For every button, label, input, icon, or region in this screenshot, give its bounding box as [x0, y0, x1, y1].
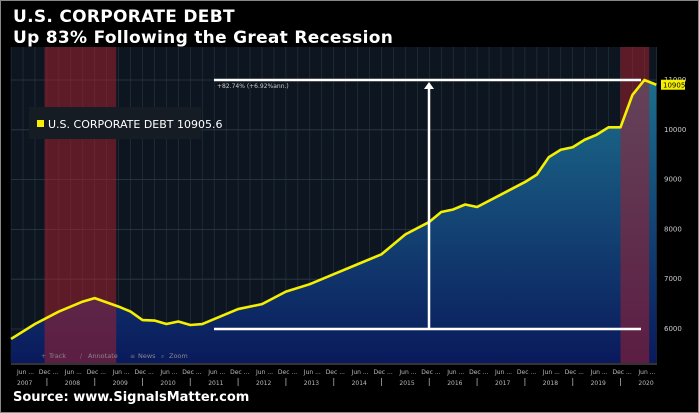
x-tick-year: 2009	[113, 380, 128, 387]
toolbar-zoom-button[interactable]: Zoom	[169, 352, 188, 360]
x-tick-month: Jun ...	[112, 369, 130, 376]
x-tick-year: 2014	[352, 380, 367, 387]
x-tick-year: 2015	[399, 380, 414, 387]
x-tick-year: 2007	[17, 380, 32, 387]
x-tick-month: Jun ...	[351, 369, 369, 376]
toolbar-icon-track: +	[41, 353, 46, 360]
legend-label: U.S. CORPORATE DEBT 10905.6	[48, 118, 223, 131]
x-tick-month: Jun ...	[637, 369, 655, 376]
area-fill	[11, 80, 657, 363]
x-tick-month: Dec ...	[230, 369, 249, 376]
x-tick-month: Dec ...	[565, 369, 584, 376]
toolbar-annotate-button[interactable]: Annotate	[88, 352, 118, 360]
x-tick-month: Dec ...	[421, 369, 440, 376]
x-tick-month: Jun ...	[398, 369, 416, 376]
x-tick-month: Jun ...	[255, 369, 273, 376]
x-tick-month: Jun ...	[542, 369, 560, 376]
arrow-up-icon	[424, 82, 434, 89]
x-tick-month: Jun ...	[446, 369, 464, 376]
x-tick-month: Jun ...	[494, 369, 512, 376]
x-tick-year: 2011	[208, 380, 223, 387]
x-tick-year: 2017	[495, 380, 510, 387]
x-tick-year: 2008	[65, 380, 80, 387]
x-tick-month: Dec ...	[39, 369, 58, 376]
y-tick-label: 7000	[664, 275, 682, 283]
x-tick-year: 2016	[447, 380, 462, 387]
legend-box	[29, 107, 201, 139]
y-tick-label: 6000	[664, 325, 682, 333]
y-tick-label: 8000	[664, 225, 682, 233]
x-tick-month: Jun ...	[590, 369, 608, 376]
toolbar-icon-zoom: ⌕	[161, 353, 164, 360]
x-tick-month: Dec ...	[469, 369, 488, 376]
source-text: Source: www.SignalsMatter.com	[13, 390, 250, 405]
recession-band	[620, 47, 650, 363]
y-tick-label: 9000	[664, 176, 682, 184]
x-tick-year: 2012	[256, 380, 271, 387]
x-tick-month: Jun ...	[159, 369, 177, 376]
x-tick-month: Dec ...	[613, 369, 632, 376]
x-tick-month: Dec ...	[87, 369, 106, 376]
toolbar-icon-annotate: /	[80, 353, 83, 360]
chart-title: U.S. CORPORATE DEBT	[13, 7, 235, 27]
x-tick-month: Dec ...	[182, 369, 201, 376]
annotation-label: +82.74% (+6.92%ann.)	[217, 83, 289, 90]
x-tick-year: 2018	[543, 380, 558, 387]
x-tick-month: Jun ...	[207, 369, 225, 376]
x-tick-year: 2010	[160, 380, 175, 387]
chart-subtitle: Up 83% Following the Great Recession	[13, 28, 394, 48]
x-tick-month: Dec ...	[278, 369, 297, 376]
last-value-label: 10905	[663, 82, 685, 90]
y-tick-label: 10000	[664, 126, 686, 134]
x-tick-month: Dec ...	[374, 369, 393, 376]
x-tick-year: 2020	[638, 380, 653, 387]
x-tick-year: 2019	[591, 380, 606, 387]
x-tick-month: Jun ...	[16, 369, 34, 376]
legend-swatch	[37, 120, 44, 127]
x-tick-month: Dec ...	[326, 369, 345, 376]
x-tick-month: Jun ...	[64, 369, 82, 376]
toolbar-icon-news: ≡	[130, 353, 135, 360]
toolbar-news-button[interactable]: News	[138, 352, 156, 360]
x-tick-year: 2013	[304, 380, 319, 387]
recession-band	[44, 47, 117, 363]
x-tick-month: Dec ...	[517, 369, 536, 376]
last-value-tag	[661, 79, 685, 90]
toolbar-track-button[interactable]: Track	[48, 352, 66, 360]
x-tick-month: Jun ...	[303, 369, 321, 376]
x-tick-month: Dec ...	[135, 369, 154, 376]
